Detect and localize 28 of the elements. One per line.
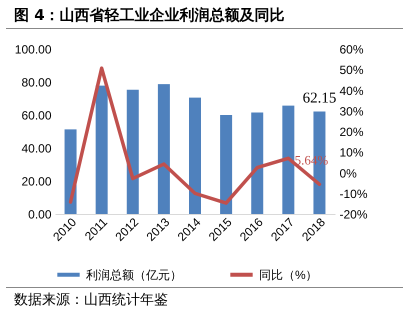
y2-tick-label: -10% <box>340 186 368 201</box>
y2-tick-label: 40% <box>340 84 364 98</box>
legend-label: 同比（%） <box>259 268 318 282</box>
y-tick-label: 80.00 <box>21 76 52 90</box>
bar <box>96 86 108 214</box>
source-note: 数据来源：山西统计年鉴 <box>6 287 403 309</box>
bar <box>126 90 139 214</box>
y2-tick-label: 20% <box>340 125 364 139</box>
legend-label: 利润总额（亿元） <box>86 268 182 282</box>
chart-title: 图 4：山西省轻工业企业利润总额及同比 <box>6 0 403 29</box>
y-tick-label: 20.00 <box>21 174 52 188</box>
y2-tick-label: 60% <box>340 42 364 56</box>
bar <box>64 129 77 214</box>
y2-tick-label: 10% <box>340 146 364 160</box>
y-tick-label: 40.00 <box>21 142 52 156</box>
y-tick-label: 0.00 <box>28 208 52 222</box>
bar <box>251 112 264 214</box>
y2-tick-label: -20% <box>340 208 368 222</box>
bar <box>158 84 170 214</box>
y-tick-label: 60.00 <box>21 108 52 122</box>
y2-tick-label: 30% <box>340 104 364 118</box>
bar <box>282 106 294 214</box>
bar <box>220 115 232 214</box>
y-tick-label: 100.00 <box>14 42 52 56</box>
data-label: 62.15 <box>302 90 336 106</box>
y2-tick-label: 0% <box>340 166 358 180</box>
y2-tick-label: 50% <box>340 63 364 78</box>
bar <box>189 98 201 214</box>
